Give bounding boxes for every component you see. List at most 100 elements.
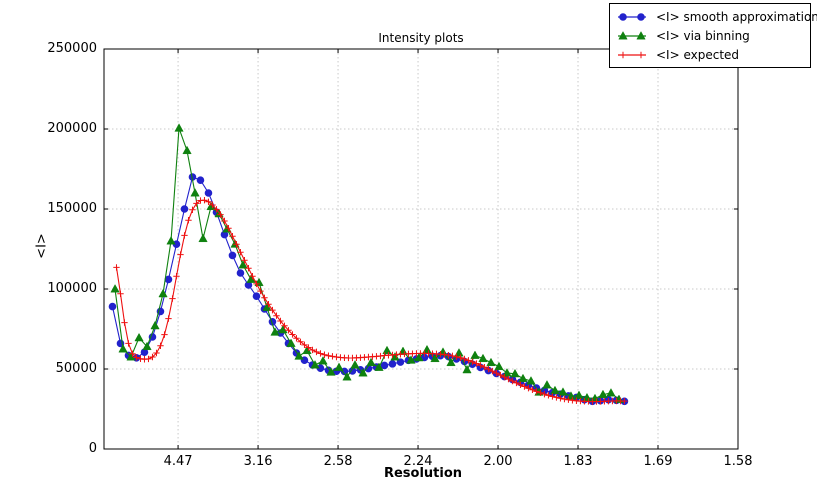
data-point-triangle [510, 368, 520, 378]
data-point-plus [449, 352, 456, 360]
legend: <I> smooth approximation <I> via binning… [609, 3, 817, 68]
data-point-plus [185, 217, 192, 224]
data-point-plus [557, 395, 564, 402]
data-point-plus [225, 225, 232, 232]
data-point-circle [180, 205, 189, 213]
y-tick-label: 100000 [47, 281, 97, 296]
data-point-plus [445, 351, 452, 359]
data-point-plus [245, 265, 252, 272]
data-point-triangle [166, 236, 176, 245]
data-point-triangle [262, 302, 272, 311]
data-point-plus [145, 355, 152, 363]
data-point-triangle [278, 324, 288, 334]
data-point-plus [621, 397, 628, 405]
data-point-plus [465, 357, 472, 364]
grid [104, 49, 738, 449]
data-point-plus [561, 395, 568, 403]
data-point-triangle [414, 352, 424, 362]
data-point-plus [469, 358, 476, 366]
axes-frame [103, 48, 739, 450]
data-point-plus [265, 301, 272, 308]
data-point-triangle [238, 260, 248, 269]
data-point-triangle [470, 350, 480, 359]
legend-item-smooth-approximation: <I> smooth approximation [615, 7, 817, 26]
data-point-plus [153, 349, 160, 357]
data-point-triangle [358, 368, 368, 377]
data-point-plus [237, 249, 244, 256]
data-point-triangle [142, 341, 152, 351]
series-line [114, 128, 620, 400]
data-point-plus [133, 354, 140, 361]
data-point-plus [281, 322, 288, 329]
data-point-plus [309, 346, 316, 354]
series-expected [113, 197, 628, 405]
data-point-plus [489, 367, 496, 375]
data-point-plus [229, 233, 236, 240]
data-point-circle [108, 302, 117, 311]
data-point-plus [249, 273, 256, 280]
data-point-circle [164, 275, 173, 284]
data-point-plus [321, 351, 328, 358]
data-point-triangle [190, 188, 200, 197]
data-point-plus [301, 341, 308, 349]
data-point-triangle [150, 320, 160, 330]
legend-label: <I> smooth approximation [656, 9, 817, 24]
data-point-circle [204, 189, 213, 197]
data-point-circle [236, 269, 245, 277]
data-point-plus [317, 350, 324, 357]
data-point-plus [553, 394, 560, 401]
chart-title: Intensity plots [378, 31, 464, 45]
data-point-triangle [406, 355, 416, 364]
data-point-triangle [310, 360, 320, 369]
data-point-plus [121, 319, 128, 326]
data-point-triangle [286, 338, 296, 347]
x-tick-label: 2.00 [483, 454, 513, 469]
data-point-circle [252, 292, 261, 301]
data-point-plus [117, 290, 124, 297]
data-point-plus [497, 371, 504, 379]
data-point-plus [619, 51, 627, 58]
data-point-plus [505, 375, 512, 383]
data-point-plus [565, 396, 572, 403]
y-tick-label: 150000 [47, 201, 97, 216]
data-point-plus [189, 206, 196, 213]
x-tick-label: 1.83 [563, 454, 593, 469]
data-point-triangle [118, 344, 128, 353]
data-point-triangle [606, 388, 616, 397]
data-point-plus [517, 381, 524, 388]
y-tick-label: 50000 [55, 361, 97, 376]
data-point-plus [169, 295, 176, 302]
data-point-plus [173, 273, 180, 280]
data-point-plus [157, 342, 164, 349]
data-point-triangle [558, 387, 568, 396]
data-point-triangle [636, 30, 646, 39]
data-point-triangle [110, 284, 120, 293]
data-point-plus [253, 280, 260, 288]
data-point-plus [325, 352, 332, 359]
data-point-plus [541, 390, 548, 398]
x-tick-label: 2.58 [323, 454, 353, 469]
data-point-triangle [350, 360, 360, 369]
data-point-triangle [182, 145, 192, 155]
data-point-triangle [174, 123, 184, 132]
data-point-plus [125, 340, 132, 347]
legend-swatch-triangle-icon [618, 30, 646, 39]
data-point-plus [313, 348, 320, 356]
y-tick-label: 250000 [47, 41, 97, 56]
data-point-plus [533, 388, 540, 395]
data-point-circle [396, 358, 405, 366]
data-point-triangle [382, 345, 392, 355]
data-point-triangle [574, 390, 584, 399]
data-point-triangle [302, 345, 312, 355]
data-point-plus [285, 327, 292, 334]
data-point-triangle [542, 380, 552, 389]
data-point-plus [293, 335, 300, 342]
data-point-triangle [550, 385, 560, 395]
data-point-plus [205, 198, 212, 205]
x-axis-label: Resolution [383, 466, 463, 481]
data-point-plus [529, 386, 536, 393]
data-point-triangle [518, 373, 528, 383]
series-via-binning [110, 123, 624, 403]
data-point-plus [209, 201, 216, 209]
